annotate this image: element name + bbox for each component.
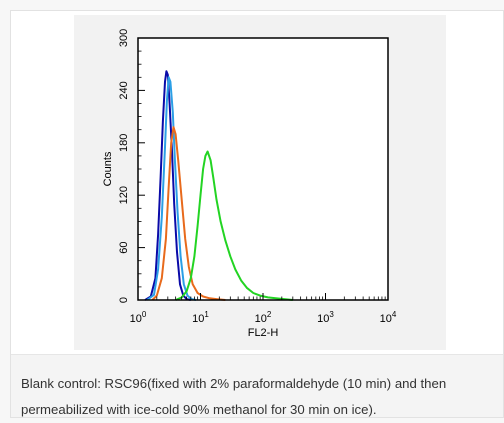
y-tick-label: 300 bbox=[118, 29, 130, 47]
x-tick-label: 102 bbox=[255, 310, 272, 325]
caption-line-2: permeabilized with ice-cold 90% methanol… bbox=[21, 402, 377, 417]
histogram-series-3 bbox=[151, 126, 226, 301]
caption-line-1: Blank control: RSC96(fixed with 2% paraf… bbox=[21, 376, 447, 391]
histogram-series-1 bbox=[144, 70, 192, 301]
y-tick-label: 120 bbox=[118, 186, 130, 204]
y-tick-label: 240 bbox=[118, 81, 130, 99]
x-tick-label: 104 bbox=[380, 310, 397, 325]
x-tick-label: 103 bbox=[317, 310, 334, 325]
y-tick-label: 180 bbox=[118, 134, 130, 152]
y-axis-title: Counts bbox=[102, 151, 114, 186]
x-tick-label: 101 bbox=[192, 310, 209, 325]
series-layer bbox=[144, 70, 293, 301]
histogram-series-4 bbox=[175, 150, 293, 301]
x-axis-title: FL2-H bbox=[248, 327, 279, 339]
histogram-chart: 100 101 102 103 104 0 60 120 180 240 300 FL2-H Co… bbox=[102, 29, 397, 339]
x-tick-label: 100 bbox=[130, 310, 147, 325]
figure-caption: Blank control: RSC96(fixed with 2% paraf… bbox=[11, 354, 503, 417]
x-axis: 100 101 102 103 104 bbox=[130, 293, 397, 325]
y-tick-label: 0 bbox=[118, 297, 130, 303]
y-tick-label: 60 bbox=[118, 241, 130, 253]
histogram-series-2 bbox=[146, 76, 197, 301]
y-axis: 0 60 120 180 240 300 bbox=[118, 29, 145, 303]
